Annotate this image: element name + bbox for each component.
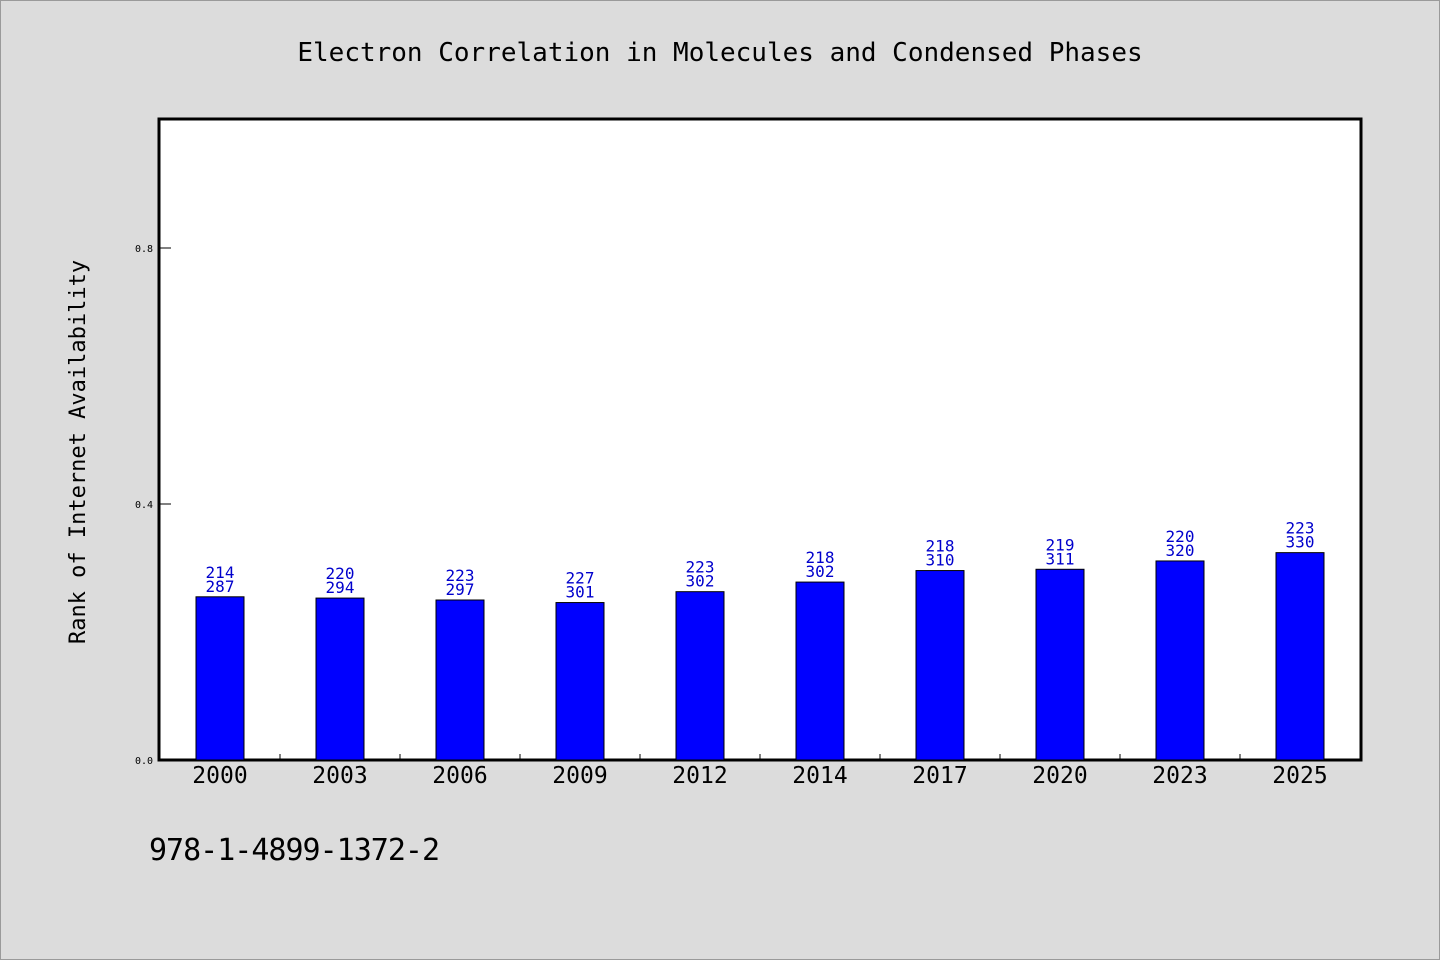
- x-tick-label: 2023: [1152, 763, 1207, 789]
- bar-label-bottom: 311: [1046, 549, 1075, 568]
- bar: [1275, 552, 1325, 761]
- bar-label-bottom: 287: [206, 577, 235, 596]
- bar-label-top: 227: [566, 569, 595, 588]
- bar: [555, 602, 605, 761]
- x-axis: 2000 2003 2006 2009 2012 2014 2017 2020 2023 2025: [192, 754, 1328, 789]
- y-tick-label: 0.8: [135, 244, 153, 255]
- bar-label-bottom: 320: [1166, 541, 1195, 560]
- bar-label-bottom: 297: [446, 580, 475, 599]
- bar: [915, 570, 965, 761]
- bar: [1155, 560, 1205, 761]
- bar: [675, 591, 725, 761]
- y-axis: 0.0 0.4 0.8: [135, 244, 171, 767]
- bar-label-bottom: 330: [1286, 533, 1315, 552]
- y-tick-label: 0.0: [135, 756, 153, 767]
- bar: [195, 596, 245, 761]
- x-tick-label: 2025: [1272, 763, 1327, 789]
- x-tick-label: 2012: [672, 763, 727, 789]
- x-tick-label: 2000: [192, 763, 247, 789]
- bar-label-top: 223: [446, 566, 475, 585]
- bar-label-bottom: 302: [686, 572, 715, 591]
- x-tick-label: 2003: [312, 763, 367, 789]
- x-tick-label: 2006: [432, 763, 487, 789]
- bar: [1035, 568, 1085, 761]
- bar-label-top: 218: [806, 548, 835, 567]
- bars-group: 2142872202942232972273012233022183022183…: [195, 519, 1325, 761]
- bar-label-top: 219: [1046, 535, 1075, 554]
- bar-label-top: 214: [206, 563, 235, 582]
- bar-label-top: 220: [1166, 527, 1195, 546]
- y-tick-label: 0.4: [135, 500, 153, 511]
- x-tick-label: 2017: [912, 763, 967, 789]
- bar-label-bottom: 302: [806, 562, 835, 581]
- isbn-label: 978-1-4899-1372-2: [149, 833, 440, 868]
- bar-label-bottom: 301: [566, 583, 595, 602]
- bar-label-top: 223: [1286, 519, 1315, 538]
- x-tick-label: 2009: [552, 763, 607, 789]
- x-tick-label: 2020: [1032, 763, 1087, 789]
- x-tick-label: 2014: [792, 763, 847, 789]
- bar: [435, 599, 485, 761]
- bar-label-top: 223: [686, 558, 715, 577]
- bar: [795, 581, 845, 761]
- bar-label-top: 218: [926, 537, 955, 556]
- bar-label-top: 220: [326, 564, 355, 583]
- chart-title: Electron Correlation in Molecules and Co…: [297, 38, 1142, 68]
- y-axis-label: Rank of Internet Availability: [66, 260, 91, 644]
- bar: [315, 597, 365, 761]
- bar-label-bottom: 310: [926, 551, 955, 570]
- bar-label-bottom: 294: [326, 578, 355, 597]
